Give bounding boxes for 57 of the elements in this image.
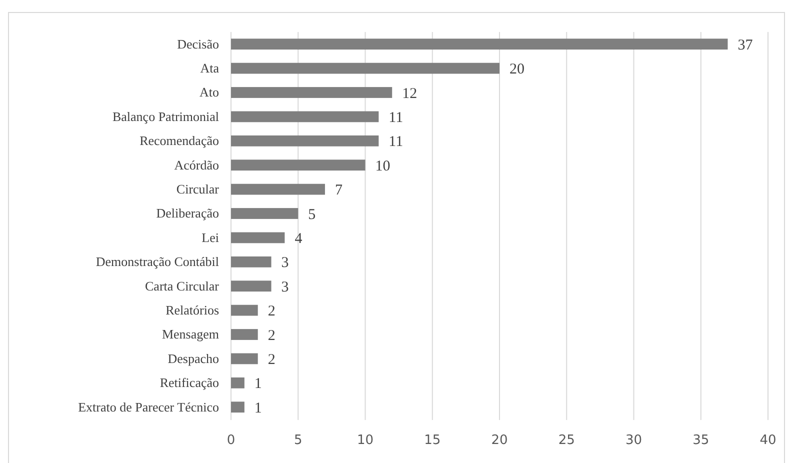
- data-label: 4: [294, 230, 303, 247]
- bar: [231, 256, 272, 268]
- y-tick-label: Circular: [176, 181, 220, 196]
- y-tick-label: Decisão: [177, 36, 219, 52]
- y-tick-label: Recomendação: [140, 133, 219, 148]
- bar: [231, 135, 379, 146]
- x-tick-label: 10: [356, 433, 374, 448]
- x-tick-label: 25: [558, 433, 575, 448]
- data-label: 7: [334, 182, 343, 199]
- data-label: 37: [738, 37, 754, 54]
- data-label: 3: [281, 279, 289, 296]
- data-label: 20: [510, 62, 524, 78]
- x-tick-label: 15: [424, 433, 441, 448]
- bar: [231, 353, 258, 364]
- y-tick-label: Relatórios: [166, 302, 219, 318]
- x-tick-label: 20: [491, 433, 508, 448]
- x-tick-label: 35: [692, 433, 710, 448]
- y-tick-label: Mensagem: [162, 326, 219, 342]
- y-tick-label: Lei: [202, 230, 220, 245]
- x-tick-label: 5: [294, 433, 302, 448]
- bar: [231, 402, 244, 413]
- bar: [231, 329, 258, 340]
- bar: [231, 304, 258, 316]
- y-tick-label: Carta Circular: [145, 278, 220, 294]
- bar: [231, 38, 728, 50]
- data-label: 2: [268, 328, 276, 344]
- y-tick-label: Retificação: [160, 375, 219, 390]
- data-label: 11: [388, 134, 404, 150]
- y-tick-label: Deliberação: [156, 206, 219, 221]
- bar: [231, 111, 379, 122]
- data-label: 1: [254, 400, 262, 416]
- y-tick-label: Demonstração Contábil: [96, 254, 220, 270]
- y-tick-label: Acórdão: [174, 157, 219, 172]
- bar: [231, 280, 272, 292]
- y-tick-label: Ata: [200, 60, 220, 76]
- x-tick-label: 40: [760, 433, 776, 448]
- bar: [231, 208, 298, 219]
- y-tick-label: Ato: [200, 84, 219, 100]
- data-label: 11: [388, 110, 404, 126]
- y-tick-label: Extrato de Parecer Técnico: [78, 399, 219, 414]
- data-label: 10: [375, 158, 390, 174]
- data-label: 3: [281, 255, 289, 272]
- bar: [231, 232, 285, 244]
- bar: [231, 160, 366, 171]
- y-tick-label: Despacho: [168, 350, 219, 366]
- y-tick-label: Balanço Patrimonial: [112, 108, 220, 124]
- bar: [231, 184, 325, 195]
- bar: [231, 377, 244, 388]
- x-tick-label: 0: [226, 433, 236, 448]
- data-label: 2: [268, 352, 276, 368]
- data-label: 5: [308, 206, 316, 223]
- bar: [231, 62, 500, 74]
- data-label: 2: [268, 304, 276, 320]
- data-label: 12: [402, 86, 418, 102]
- data-label: 1: [254, 376, 262, 392]
- x-tick-label: 30: [625, 433, 642, 448]
- bar: [231, 87, 392, 98]
